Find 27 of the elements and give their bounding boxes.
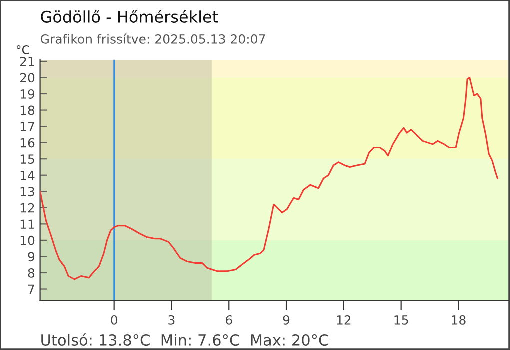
y-tick-label: 18: [20, 106, 35, 116]
x-tick-label: 18: [452, 315, 466, 325]
y-tick-label: 16: [20, 138, 35, 148]
chart-subtitle: Grafikon frissítve: 2025.05.13 20:07: [40, 34, 266, 44]
line-series: [40, 76, 499, 280]
y-axis-title: °C: [17, 45, 30, 54]
x-tick-label: 15: [394, 316, 408, 325]
y-tick-label: 15: [20, 154, 34, 164]
y-tick-label: 21: [20, 56, 34, 66]
x-tick-label: 0: [111, 315, 118, 325]
y-tick-label: 8: [28, 268, 35, 278]
y-tick-label: 14: [20, 171, 35, 180]
y-tick-label: 19: [20, 89, 35, 99]
y-tick-label: 7: [28, 284, 34, 294]
chart-title: Gödöllő - Hőmérséklet: [41, 10, 218, 23]
y-tick-label: 12: [20, 203, 34, 213]
y-tick-label: 17: [20, 122, 34, 132]
y-tick-label: 9: [28, 252, 35, 262]
y-tick-label: 20: [20, 73, 35, 83]
y-tick-label: 13: [20, 187, 34, 197]
y-tick-label: 10: [20, 236, 35, 246]
x-tick-label: 3: [168, 315, 175, 325]
y-tick-label: 11: [20, 220, 34, 229]
x-tick-label: 6: [226, 315, 232, 325]
x-tick-label: 9: [283, 315, 290, 325]
text: Utolsó: 13.8°C Min: 7.6°C Max: 20°C: [42, 334, 328, 346]
x-tick-label: 12: [337, 315, 351, 325]
